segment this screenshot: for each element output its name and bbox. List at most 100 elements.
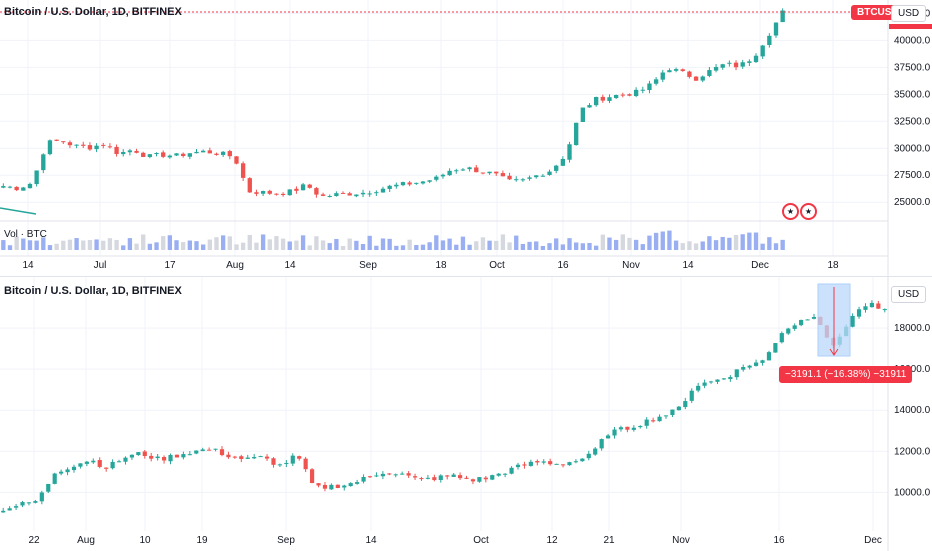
candle-body [123,457,128,462]
candle-body [708,381,714,383]
candle-body [104,467,109,469]
candle-body [347,193,352,196]
candle-body [239,456,244,460]
candle-body [387,473,392,475]
volume-bar [161,236,166,250]
candle-body [470,479,476,482]
date-tick-label: 21 [603,535,615,546]
candle-body [593,96,599,106]
date-tick-label: 14 [284,260,296,271]
volume-bar [740,234,745,250]
candle-body [427,180,432,182]
volume-bar [380,238,386,250]
currency-button[interactable]: USD [891,286,927,303]
volume-bar [47,245,53,250]
candle-body [741,367,746,370]
bottom-chart-panel[interactable]: 18000.0 16000.0 14000.0 12000.0 10000.0 22 Aug… [0,276,932,551]
us-flag-icon[interactable]: ★ [800,203,817,220]
candle-body [721,378,727,380]
volume-bar [487,240,492,250]
candle-body [7,508,12,511]
candle-body [693,76,699,81]
date-tick-label: Sep [277,535,295,546]
candle-body [168,454,173,462]
candle-body [219,449,225,456]
candle-body [39,492,44,502]
candle-body [380,188,386,193]
candle-body [200,150,206,153]
candle-body [420,181,426,184]
volume-bar [500,234,506,250]
volume-bar [194,241,199,250]
volume-bar [707,236,712,250]
date-tick-label: 14 [365,535,377,546]
price-tick-label: 25000.0 [894,197,931,208]
candle-body [94,145,99,150]
candle-body [753,362,759,366]
candle-body [547,171,552,175]
candle-body [496,473,501,476]
candle-body [494,171,499,174]
currency-button[interactable]: USD [891,5,927,22]
candle-body [71,466,77,471]
date-tick-label: Oct [489,260,505,271]
top-chart-panel[interactable]: 42500.040000.037500.035000.032500.030000… [0,0,932,276]
candle-body [254,192,259,194]
date-tick-label: 19 [196,535,208,546]
candle-body [129,454,135,458]
candle-body [644,419,649,426]
candle-body [81,144,86,146]
current-price-marker [889,24,932,29]
candle-body [400,473,405,475]
candle-body [303,458,308,470]
date-tick-label: 18 [435,260,447,271]
volume-bar [21,238,26,250]
candle-body [167,155,173,158]
candle-body [161,152,166,157]
volume-bar [647,235,652,250]
candle-body [779,333,784,343]
candle-body [715,379,720,382]
volume-bar [574,242,579,250]
candle-body [26,502,32,504]
candle-body [320,194,326,196]
candle-body [720,64,725,68]
candle-body [554,165,559,171]
volume-bar [613,239,619,250]
volume-label: Vol · BTC [4,229,47,240]
volume-bar [94,239,99,250]
candle-body [294,188,299,191]
candle-body [393,474,398,476]
top-chart-title: Bitcoin / U.S. Dollar, 1D, BITFINEX [4,6,182,18]
candle-body [264,456,270,459]
date-tick-label: Nov [622,260,640,271]
volume-bar [307,245,312,250]
volume-bar [101,240,106,250]
us-flag-icon[interactable]: ★ [782,203,799,220]
bottom-price-chart[interactable]: 18000.0 16000.0 14000.0 12000.0 10000.0 22 Aug… [0,277,932,551]
candle-body [767,35,772,45]
volume-bar [14,236,19,250]
candle-body [181,153,186,156]
volume-bar [280,238,286,250]
volume-bar [74,238,79,250]
volume-bar [673,240,679,250]
candle-body [287,189,292,196]
candle-body [467,167,472,170]
candle-body [528,461,533,466]
top-price-chart[interactable]: 42500.040000.037500.035000.032500.030000… [0,0,932,276]
volume-bar [653,232,659,250]
price-tick-label: 16000.0 [894,364,931,375]
candle-body [232,456,237,458]
candle-body [7,186,13,188]
candle-body [483,477,488,480]
candle-body [633,89,639,97]
candle-body [515,464,521,468]
candle-body [61,141,66,143]
volume-bar [633,239,639,250]
volume-bar [141,234,146,250]
candle-body [733,62,739,68]
date-tick-label: Oct [473,535,489,546]
candle-body [387,185,392,189]
date-tick-label: 22 [28,535,40,546]
